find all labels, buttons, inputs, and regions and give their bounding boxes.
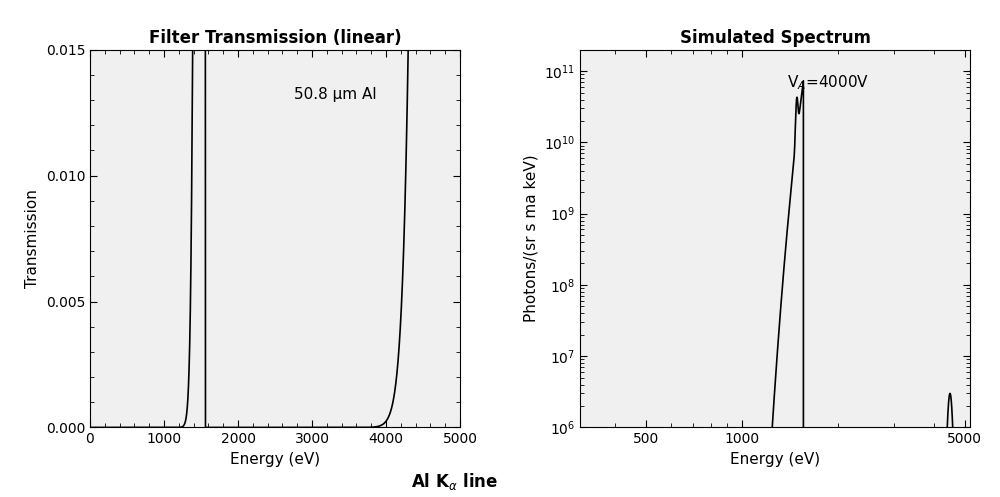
Text: Al K$_\alpha$ line: Al K$_\alpha$ line <box>411 471 499 492</box>
Y-axis label: Photons/(sr s ma keV): Photons/(sr s ma keV) <box>523 155 538 323</box>
Title: Simulated Spectrum: Simulated Spectrum <box>680 29 870 47</box>
Title: Filter Transmission (linear): Filter Transmission (linear) <box>149 29 401 47</box>
Text: 50.8 μm Al: 50.8 μm Al <box>294 87 376 102</box>
Y-axis label: Transmission: Transmission <box>25 189 40 288</box>
X-axis label: Energy (eV): Energy (eV) <box>730 452 820 467</box>
X-axis label: Energy (eV): Energy (eV) <box>230 452 320 467</box>
Text: V$_A$=4000V: V$_A$=4000V <box>787 74 869 92</box>
